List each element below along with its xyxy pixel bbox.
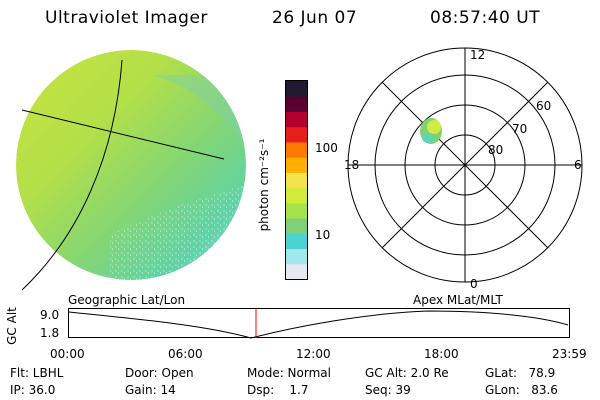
colorbar-band — [286, 248, 307, 265]
timeline-x-tick-3: 18:00 — [424, 347, 459, 361]
colorbar-band — [286, 111, 307, 128]
longitude-line — [21, 59, 123, 291]
colorbar-band — [286, 126, 307, 143]
status-gc-alt: GC Alt: 2.0 Re — [365, 366, 449, 380]
status-mode: Mode: Normal — [247, 366, 331, 380]
status-glat: GLat: 78.9 — [485, 366, 556, 380]
mlat-label-70: 70 — [512, 122, 527, 136]
status-glon: GLon: 83.6 — [485, 383, 558, 397]
instrument-title: Ultraviolet Imager — [45, 8, 208, 28]
timeline-x-tick-4: 23:59 — [552, 347, 587, 361]
timeline-frame — [68, 308, 570, 338]
colorbar-tick-100: 100 — [315, 141, 338, 155]
mlt-label-18: 18 — [344, 158, 359, 172]
earth-image — [16, 50, 246, 291]
colorbar-band — [286, 218, 307, 234]
uv-disk — [16, 50, 246, 280]
mlat-label-60: 60 — [536, 99, 551, 113]
mlt-label-12: 12 — [470, 48, 485, 62]
colorbar-band — [286, 141, 307, 158]
colorbar-tick-10: 10 — [315, 228, 331, 242]
time-label: 08:57:40 UT — [430, 8, 541, 28]
altitude-curve — [68, 310, 569, 339]
colorbar-band — [286, 263, 307, 279]
timeline-y-label: GC Alt — [5, 307, 19, 345]
polar-diagonal-2 — [381, 81, 549, 249]
colorbar — [285, 80, 308, 280]
mlat-label-80: 80 — [488, 143, 503, 157]
status-door: Door: Open — [125, 366, 194, 380]
timeline-x-tick-0: 00:00 — [50, 347, 85, 361]
polar-plot: 12 0 18 6 60 70 80 — [344, 47, 583, 291]
colorbar-band — [286, 233, 307, 250]
colorbar-band — [286, 96, 307, 112]
colorbar-band — [286, 187, 307, 204]
status-ip: IP: 36.0 — [10, 383, 56, 397]
colorbar-band — [286, 172, 307, 189]
colorbar-band — [286, 202, 307, 219]
status-dsp: Dsp: 1.7 — [247, 383, 309, 397]
mlt-label-6: 6 — [574, 158, 582, 172]
status-filter: Flt: LBHL — [10, 366, 64, 380]
timeline-x-tick-1: 06:00 — [168, 347, 203, 361]
timeline-plot — [68, 308, 570, 339]
latitude-line — [21, 109, 225, 160]
timeline-right-title: Apex MLat/MLT — [413, 293, 503, 307]
mlt-label-0: 0 — [470, 277, 478, 291]
colorbar-band — [286, 157, 307, 173]
timeline-y-tick-min: 1.8 — [40, 326, 60, 340]
status-gain: Gain: 14 — [125, 383, 176, 397]
colorbar-band — [286, 81, 307, 97]
aurora-patch — [420, 118, 442, 144]
timeline-left-title: Geographic Lat/Lon — [68, 293, 186, 307]
status-seq: Seq: 39 — [365, 383, 411, 397]
timeline-y-tick-max: 9.0 — [40, 308, 60, 322]
date-label: 26 Jun 07 — [272, 8, 358, 28]
timeline-x-tick-2: 12:00 — [296, 347, 331, 361]
colorbar-unit-label: photon cm⁻²s⁻¹ — [257, 138, 271, 232]
